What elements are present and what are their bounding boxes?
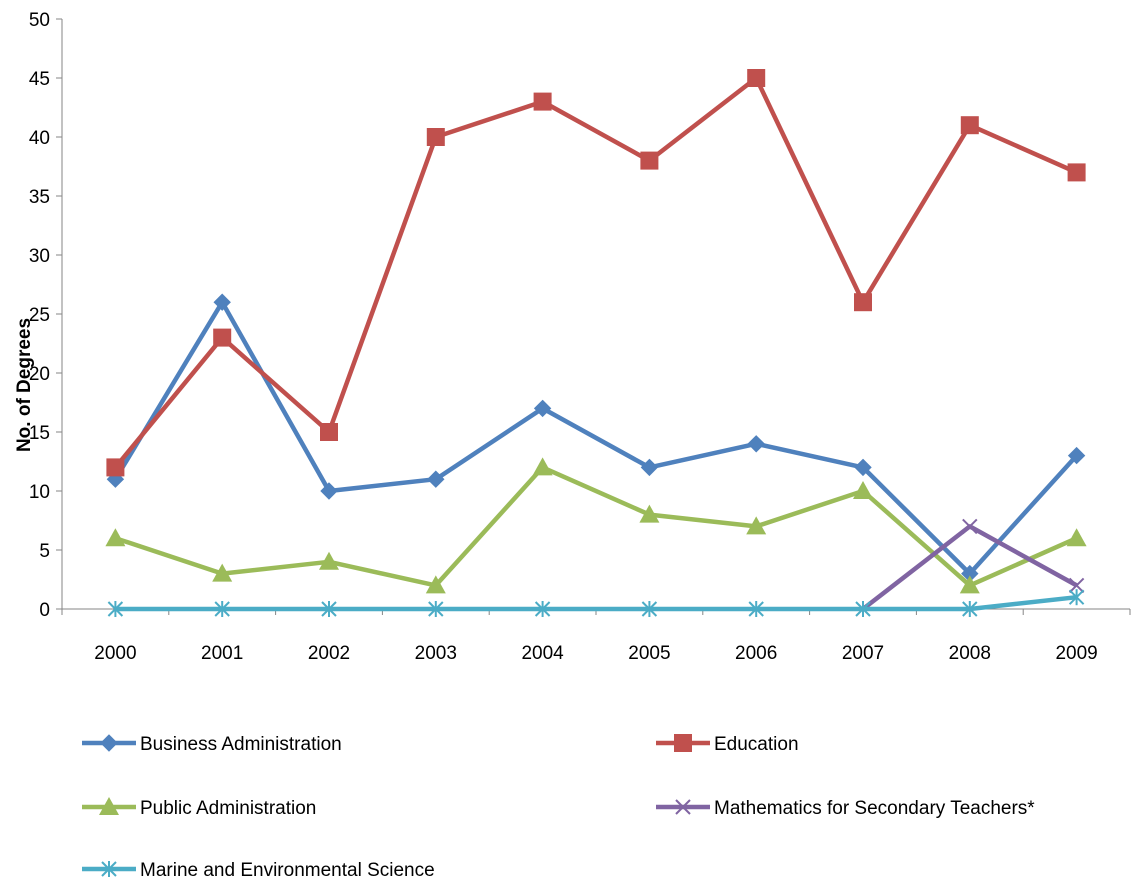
x-tick-label: 2000 bbox=[94, 643, 136, 664]
data-point-education bbox=[747, 69, 766, 87]
data-point-marine-and-environmental-science bbox=[962, 601, 978, 617]
x-tick-label: 2005 bbox=[628, 643, 670, 664]
data-point-business-administration bbox=[854, 458, 872, 477]
x-tick-label: 2009 bbox=[1055, 643, 1097, 664]
data-point-mathematics-for-secondary-teachers bbox=[962, 518, 978, 535]
data-point-education bbox=[854, 293, 872, 312]
data-point-business-administration bbox=[1067, 446, 1086, 465]
legend-label: Business Administration bbox=[140, 734, 342, 755]
data-point-public-administration bbox=[639, 504, 660, 523]
legend-item-public-administration: Public Administration bbox=[82, 797, 316, 819]
data-point-education bbox=[1067, 163, 1086, 182]
data-point-public-administration bbox=[853, 481, 873, 499]
data-point-public-administration bbox=[532, 457, 553, 476]
data-point-marine-and-environmental-science bbox=[534, 601, 551, 617]
y-tick-label: 5 bbox=[39, 541, 50, 562]
series-line-marine-and-environmental-science bbox=[115, 594, 1077, 612]
y-tick-label: 25 bbox=[29, 305, 50, 326]
data-point-marine-and-environmental-science bbox=[641, 601, 658, 617]
data-point-marine-and-environmental-science bbox=[321, 601, 337, 617]
y-axis-title: No. of Degrees bbox=[14, 318, 35, 452]
data-point-marine-and-environmental-science bbox=[855, 601, 871, 617]
data-point-marine-and-environmental-science bbox=[1068, 589, 1085, 606]
x-tick-label: 2002 bbox=[308, 643, 350, 664]
x-tick-label: 2008 bbox=[949, 643, 991, 664]
legend-item-education: Education bbox=[656, 734, 799, 755]
data-point-business-administration bbox=[320, 482, 338, 500]
series-marine-and-environmental-science bbox=[107, 589, 1085, 617]
legend-marker bbox=[100, 734, 118, 752]
legend-item-marine-and-environmental-science: Marine and Environmental Science bbox=[82, 860, 435, 881]
y-tick-label: 0 bbox=[39, 600, 50, 621]
data-point-business-administration bbox=[640, 458, 659, 477]
series-layer bbox=[105, 69, 1087, 617]
legend-label: Public Administration bbox=[140, 798, 316, 819]
series-education bbox=[106, 69, 1086, 477]
series-public-administration bbox=[105, 457, 1087, 594]
legend-item-business-administration: Business Administration bbox=[82, 734, 342, 755]
x-tick-label: 2007 bbox=[842, 643, 884, 664]
data-point-business-administration bbox=[747, 435, 765, 453]
data-point-marine-and-environmental-science bbox=[214, 601, 230, 617]
data-point-business-administration bbox=[213, 293, 231, 311]
data-point-public-administration bbox=[105, 528, 126, 547]
legend-marker bbox=[675, 799, 691, 815]
x-tick-label: 2004 bbox=[521, 643, 564, 664]
data-point-education bbox=[640, 151, 659, 170]
data-point-business-administration bbox=[533, 399, 552, 418]
data-point-marine-and-environmental-science bbox=[428, 601, 444, 617]
axes bbox=[61, 19, 1130, 610]
y-axis-ticks: 0 5 10 15 20 25 30 35 40 45 50 bbox=[29, 10, 62, 621]
legend-item-mathematics-for-secondary-teachers: Mathematics for Secondary Teachers* bbox=[656, 798, 1035, 819]
legend-marker bbox=[674, 734, 692, 752]
y-tick-label: 15 bbox=[29, 423, 50, 444]
data-point-marine-and-environmental-science bbox=[107, 601, 124, 617]
data-point-public-administration bbox=[425, 575, 446, 594]
data-point-education bbox=[533, 92, 552, 111]
data-point-marine-and-environmental-science bbox=[748, 601, 764, 617]
series-business-administration bbox=[106, 293, 1086, 583]
x-tick-label: 2003 bbox=[415, 643, 457, 664]
data-point-mathematics-for-secondary-teachers bbox=[1068, 577, 1085, 594]
legend: Business Administration Education Public A… bbox=[82, 734, 1035, 881]
data-point-education bbox=[106, 458, 125, 477]
x-tick-label: 2001 bbox=[201, 643, 243, 664]
data-point-education bbox=[426, 128, 445, 146]
y-tick-label: 30 bbox=[29, 246, 50, 267]
legend-marker bbox=[99, 797, 119, 815]
y-tick-label: 20 bbox=[29, 364, 50, 385]
legend-label: Education bbox=[714, 734, 799, 755]
x-tick-label: 2006 bbox=[735, 643, 777, 664]
y-tick-label: 40 bbox=[29, 128, 50, 149]
y-tick-label: 50 bbox=[29, 10, 50, 31]
legend-label: Mathematics for Secondary Teachers* bbox=[714, 798, 1035, 819]
data-point-education bbox=[320, 423, 338, 441]
data-point-business-administration bbox=[427, 470, 445, 488]
series-line-business-administration bbox=[113, 299, 1079, 576]
legend-marker bbox=[101, 861, 117, 877]
data-point-education bbox=[960, 116, 979, 135]
series-line-public-administration bbox=[114, 465, 1078, 588]
data-point-public-administration bbox=[746, 516, 767, 535]
series-line-education bbox=[113, 75, 1078, 469]
y-tick-label: 45 bbox=[29, 69, 50, 90]
data-point-public-administration bbox=[319, 551, 339, 570]
data-point-public-administration bbox=[212, 563, 233, 582]
data-point-public-administration bbox=[1066, 528, 1087, 547]
series-mathematics-for-secondary-teachers bbox=[861, 518, 1085, 611]
x-axis-ticks: 2000 2001 2002 2003 2004 2005 2006 2007 2008 2009 bbox=[61, 609, 1131, 664]
data-point-education bbox=[213, 328, 232, 347]
data-point-public-administration bbox=[959, 575, 980, 594]
y-tick-label: 10 bbox=[29, 482, 50, 503]
y-tick-label: 35 bbox=[29, 187, 50, 208]
legend-label: Marine and Environmental Science bbox=[140, 860, 435, 881]
